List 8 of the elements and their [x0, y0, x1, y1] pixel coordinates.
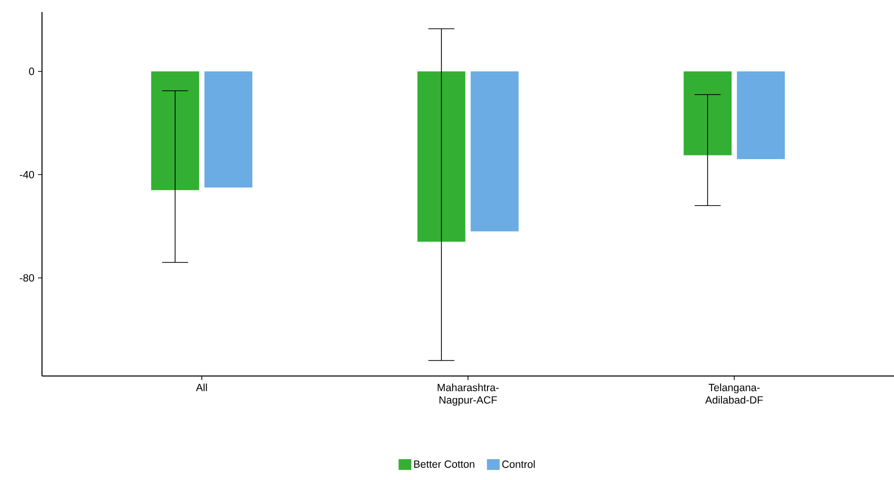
x-tick-label: Maharashtra-Nagpur-ACF — [438, 384, 499, 406]
legend-label: Better Cotton — [414, 460, 474, 468]
y-tick-label: -80 — [20, 274, 34, 282]
x-tick-label: All — [196, 384, 207, 392]
x-tick-label: Telangana-Adilabad-DF — [705, 384, 763, 404]
y-tick-label: 0 — [29, 68, 34, 76]
y-tick-label: -40 — [20, 170, 34, 178]
legend-label: Control — [502, 460, 535, 468]
